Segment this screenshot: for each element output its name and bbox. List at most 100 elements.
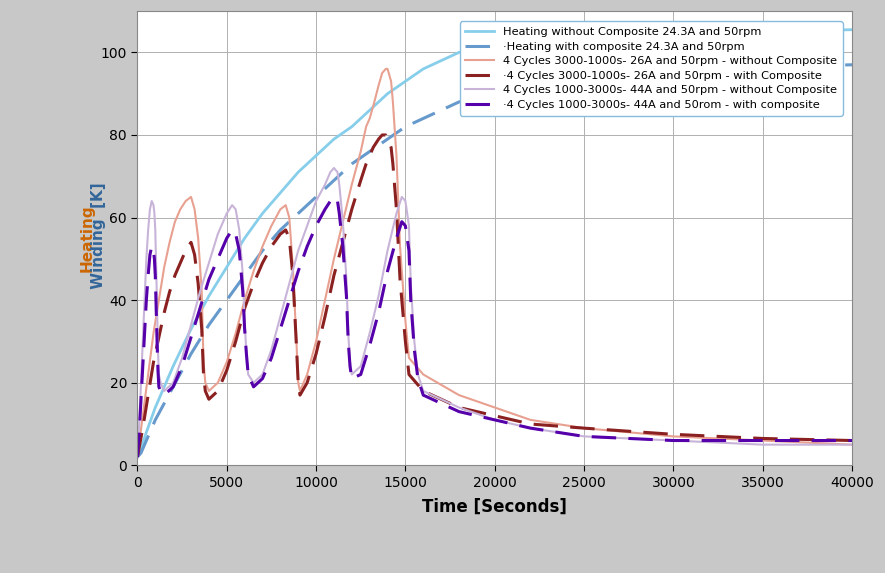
Heating without Composite 24.3A and 50rpm — [382, 91, 393, 97]
Heating without Composite 24.3A and 50rpm — [311, 152, 321, 159]
Heating without Composite 24.3A and 50rpm — [525, 37, 535, 44]
Heating without Composite 24.3A and 50rpm — [347, 123, 358, 130]
4 Cycles 3000-1000s- 26A and 50rpm - without Composite — [295, 387, 305, 394]
·Heating with composite 24.3A and 50rpm — [328, 177, 339, 184]
·Heating with composite 24.3A and 50rpm — [347, 160, 358, 167]
4 Cycles 1000-3000s- 44A and 50rpm - without Composite — [204, 260, 214, 266]
·Heating with composite 24.3A and 50rpm — [382, 136, 393, 143]
·Heating with composite 24.3A and 50rpm — [525, 82, 535, 89]
·Heating with composite 24.3A and 50rpm — [135, 449, 146, 456]
·4 Cycles 3000-1000s- 26A and 50rpm - with Composite — [200, 387, 211, 394]
4 Cycles 3000-1000s- 26A and 50rpm - without Composite — [381, 65, 391, 72]
Line: Heating without Composite 24.3A and 50rpm: Heating without Composite 24.3A and 50rp… — [137, 30, 852, 457]
Legend: Heating without Composite 24.3A and 50rpm, ·Heating with composite 24.3A and 50r: Heating without Composite 24.3A and 50rp… — [460, 21, 843, 116]
·Heating with composite 24.3A and 50rpm — [293, 210, 304, 217]
Heating without Composite 24.3A and 50rpm — [204, 293, 214, 300]
Heating without Composite 24.3A and 50rpm — [221, 264, 232, 270]
·4 Cycles 3000-1000s- 26A and 50rpm - with Composite — [377, 132, 388, 139]
·Heating with composite 24.3A and 50rpm — [579, 76, 589, 83]
Heating without Composite 24.3A and 50rpm — [579, 33, 589, 40]
·Heating with composite 24.3A and 50rpm — [141, 437, 151, 444]
Heating without Composite 24.3A and 50rpm — [141, 429, 151, 435]
·4 Cycles 1000-3000s- 44A and 50rom - with composite — [311, 222, 321, 229]
·Heating with composite 24.3A and 50rpm — [400, 123, 411, 130]
Line: ·4 Cycles 1000-3000s- 44A and 50rom - with composite: ·4 Cycles 1000-3000s- 44A and 50rom - wi… — [137, 197, 852, 457]
Heating without Composite 24.3A and 50rpm — [400, 78, 411, 85]
·4 Cycles 1000-3000s- 44A and 50rom - with composite — [141, 297, 151, 304]
·4 Cycles 3000-1000s- 26A and 50rpm - with Composite — [381, 132, 391, 139]
·Heating with composite 24.3A and 50rpm — [186, 350, 196, 357]
Heating without Composite 24.3A and 50rpm — [454, 49, 465, 56]
·4 Cycles 3000-1000s- 26A and 50rpm - with Composite — [132, 454, 142, 461]
·Heating with composite 24.3A and 50rpm — [489, 91, 500, 97]
·Heating with composite 24.3A and 50rpm — [221, 297, 232, 304]
Heating without Composite 24.3A and 50rpm — [150, 404, 160, 411]
4 Cycles 1000-3000s- 44A and 50rpm - without Composite — [328, 164, 339, 171]
·4 Cycles 1000-3000s- 44A and 50rom - with composite — [847, 437, 858, 444]
Heating without Composite 24.3A and 50rpm — [239, 235, 250, 242]
4 Cycles 1000-3000s- 44A and 50rpm - without Composite — [141, 256, 151, 262]
Text: Heating: Heating — [80, 205, 95, 272]
Heating without Composite 24.3A and 50rpm — [168, 363, 179, 370]
·Heating with composite 24.3A and 50rpm — [258, 247, 268, 254]
Heating without Composite 24.3A and 50rpm — [668, 29, 679, 36]
4 Cycles 1000-3000s- 44A and 50rpm - without Composite — [212, 231, 223, 238]
Heating without Composite 24.3A and 50rpm — [418, 65, 428, 72]
·Heating with composite 24.3A and 50rpm — [847, 61, 858, 68]
4 Cycles 1000-3000s- 44A and 50rpm - without Composite — [151, 305, 162, 312]
·Heating with composite 24.3A and 50rpm — [472, 95, 482, 101]
4 Cycles 3000-1000s- 26A and 50rpm - without Composite — [132, 454, 142, 461]
4 Cycles 3000-1000s- 26A and 50rpm - without Composite — [200, 379, 211, 386]
·Heating with composite 24.3A and 50rpm — [454, 99, 465, 105]
Line: ·4 Cycles 3000-1000s- 26A and 50rpm - with Composite: ·4 Cycles 3000-1000s- 26A and 50rpm - wi… — [137, 135, 852, 457]
Line: 4 Cycles 3000-1000s- 26A and 50rpm - without Composite: 4 Cycles 3000-1000s- 26A and 50rpm - wit… — [137, 69, 852, 457]
Heating without Composite 24.3A and 50rpm — [132, 454, 142, 461]
·Heating with composite 24.3A and 50rpm — [418, 115, 428, 122]
Heating without Composite 24.3A and 50rpm — [186, 325, 196, 332]
·4 Cycles 3000-1000s- 26A and 50rpm - with Composite — [295, 392, 305, 399]
·4 Cycles 1000-3000s- 44A and 50rom - with composite — [151, 338, 162, 345]
·4 Cycles 3000-1000s- 26A and 50rpm - with Composite — [165, 288, 175, 295]
·Heating with composite 24.3A and 50rpm — [668, 68, 679, 74]
·Heating with composite 24.3A and 50rpm — [435, 107, 446, 113]
·4 Cycles 1000-3000s- 44A and 50rom - with composite — [758, 437, 768, 444]
·Heating with composite 24.3A and 50rpm — [132, 454, 142, 461]
·4 Cycles 3000-1000s- 26A and 50rpm - with Composite — [847, 437, 858, 444]
·Heating with composite 24.3A and 50rpm — [168, 383, 179, 390]
·Heating with composite 24.3A and 50rpm — [239, 272, 250, 279]
·Heating with composite 24.3A and 50rpm — [365, 148, 375, 155]
4 Cycles 3000-1000s- 26A and 50rpm - without Composite — [181, 198, 191, 205]
Heating without Composite 24.3A and 50rpm — [293, 168, 304, 175]
Heating without Composite 24.3A and 50rpm — [435, 57, 446, 64]
4 Cycles 3000-1000s- 26A and 50rpm - without Composite — [377, 69, 388, 76]
Heating without Composite 24.3A and 50rpm — [365, 107, 375, 113]
X-axis label: Time [Seconds]: Time [Seconds] — [422, 498, 567, 516]
Heating without Composite 24.3A and 50rpm — [275, 189, 286, 196]
·4 Cycles 3000-1000s- 26A and 50rpm - with Composite — [181, 247, 191, 254]
Line: 4 Cycles 1000-3000s- 44A and 50rpm - without Composite: 4 Cycles 1000-3000s- 44A and 50rpm - wit… — [137, 168, 852, 457]
Heating without Composite 24.3A and 50rpm — [135, 445, 146, 452]
·Heating with composite 24.3A and 50rpm — [632, 72, 643, 79]
4 Cycles 1000-3000s- 44A and 50rpm - without Composite — [132, 454, 142, 461]
Heating without Composite 24.3A and 50rpm — [328, 136, 339, 143]
4 Cycles 3000-1000s- 26A and 50rpm - without Composite — [165, 239, 175, 246]
4 Cycles 1000-3000s- 44A and 50rpm - without Composite — [847, 441, 858, 448]
4 Cycles 1000-3000s- 44A and 50rpm - without Composite — [311, 198, 321, 205]
·Heating with composite 24.3A and 50rpm — [311, 194, 321, 201]
·Heating with composite 24.3A and 50rpm — [275, 226, 286, 233]
·Heating with composite 24.3A and 50rpm — [758, 64, 768, 70]
·Heating with composite 24.3A and 50rpm — [150, 417, 160, 423]
Heating without Composite 24.3A and 50rpm — [847, 26, 858, 33]
Heating without Composite 24.3A and 50rpm — [472, 45, 482, 52]
·4 Cycles 1000-3000s- 44A and 50rom - with composite — [212, 256, 223, 262]
4 Cycles 1000-3000s- 44A and 50rpm - without Composite — [758, 441, 768, 448]
Heating without Composite 24.3A and 50rpm — [632, 30, 643, 37]
·4 Cycles 1000-3000s- 44A and 50rom - with composite — [132, 454, 142, 461]
·4 Cycles 1000-3000s- 44A and 50rom - with composite — [204, 276, 214, 283]
4 Cycles 3000-1000s- 26A and 50rpm - without Composite — [847, 441, 858, 448]
·4 Cycles 3000-1000s- 26A and 50rpm - with Composite — [142, 392, 153, 399]
·4 Cycles 1000-3000s- 44A and 50rom - with composite — [328, 194, 339, 201]
Heating without Composite 24.3A and 50rpm — [258, 210, 268, 217]
·Heating with composite 24.3A and 50rpm — [204, 321, 214, 328]
4 Cycles 3000-1000s- 26A and 50rpm - without Composite — [142, 371, 153, 378]
